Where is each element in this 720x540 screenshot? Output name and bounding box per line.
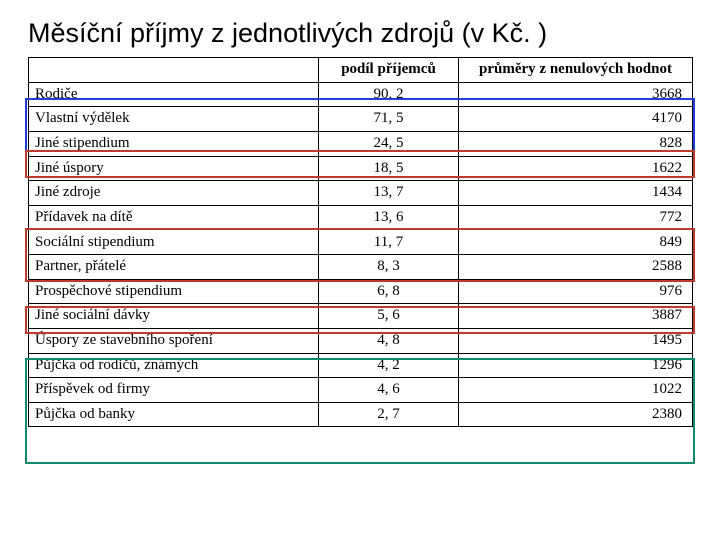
- row-label: Vlastní výdělek: [29, 107, 319, 132]
- table-row: Půjčka od rodičů, známých4, 21296: [29, 353, 693, 378]
- row-label: Partner, přátelé: [29, 255, 319, 280]
- row-share: 13, 7: [319, 181, 459, 206]
- table-row: Vlastní výdělek71, 54170: [29, 107, 693, 132]
- row-avg: 1622: [459, 156, 693, 181]
- table-row: Půjčka od banky2, 72380: [29, 402, 693, 427]
- slide-title: Měsíční příjmy z jednotlivých zdrojů (v …: [28, 18, 692, 49]
- col-header-avg: průměry z nenulových hodnot: [459, 58, 693, 83]
- row-label: Sociální stipendium: [29, 230, 319, 255]
- row-label: Příspěvek od firmy: [29, 378, 319, 403]
- row-label: Prospěchové stipendium: [29, 279, 319, 304]
- row-avg: 828: [459, 131, 693, 156]
- row-avg: 1434: [459, 181, 693, 206]
- table-row: Prospěchové stipendium6, 8976: [29, 279, 693, 304]
- row-label: Rodiče: [29, 82, 319, 107]
- row-avg: 1495: [459, 328, 693, 353]
- row-label: Jiné zdroje: [29, 181, 319, 206]
- table-row: Rodiče90, 23668: [29, 82, 693, 107]
- row-share: 6, 8: [319, 279, 459, 304]
- row-label: Jiné stipendium: [29, 131, 319, 156]
- income-table: podíl příjemců průměry z nenulových hodn…: [28, 57, 693, 427]
- table-row: Partner, přátelé8, 32588: [29, 255, 693, 280]
- row-label: Úspory ze stavebního spoření: [29, 328, 319, 353]
- table-row: Úspory ze stavebního spoření4, 81495: [29, 328, 693, 353]
- row-share: 2, 7: [319, 402, 459, 427]
- row-avg: 1296: [459, 353, 693, 378]
- table-row: Sociální stipendium11, 7849: [29, 230, 693, 255]
- row-share: 5, 6: [319, 304, 459, 329]
- col-header-empty: [29, 58, 319, 83]
- row-share: 4, 2: [319, 353, 459, 378]
- row-avg: 1022: [459, 378, 693, 403]
- row-share: 24, 5: [319, 131, 459, 156]
- row-share: 4, 8: [319, 328, 459, 353]
- col-header-share: podíl příjemců: [319, 58, 459, 83]
- row-avg: 849: [459, 230, 693, 255]
- table-container: podíl příjemců průměry z nenulových hodn…: [28, 57, 692, 427]
- row-label: Jiné sociální dávky: [29, 304, 319, 329]
- row-avg: 3668: [459, 82, 693, 107]
- row-share: 8, 3: [319, 255, 459, 280]
- table-row: Jiné zdroje13, 71434: [29, 181, 693, 206]
- row-avg: 3887: [459, 304, 693, 329]
- row-avg: 2588: [459, 255, 693, 280]
- row-label: Přídavek na dítě: [29, 205, 319, 230]
- row-avg: 976: [459, 279, 693, 304]
- row-share: 13, 6: [319, 205, 459, 230]
- row-label: Půjčka od banky: [29, 402, 319, 427]
- row-share: 18, 5: [319, 156, 459, 181]
- table-row: Jiné sociální dávky5, 63887: [29, 304, 693, 329]
- table-row: Přídavek na dítě13, 6772: [29, 205, 693, 230]
- row-label: Jiné úspory: [29, 156, 319, 181]
- row-share: 4, 6: [319, 378, 459, 403]
- row-share: 90, 2: [319, 82, 459, 107]
- table-row: Příspěvek od firmy4, 61022: [29, 378, 693, 403]
- table-row: Jiné úspory18, 51622: [29, 156, 693, 181]
- table-row: Jiné stipendium24, 5828: [29, 131, 693, 156]
- row-avg: 772: [459, 205, 693, 230]
- row-share: 11, 7: [319, 230, 459, 255]
- row-avg: 4170: [459, 107, 693, 132]
- row-share: 71, 5: [319, 107, 459, 132]
- row-avg: 2380: [459, 402, 693, 427]
- row-label: Půjčka od rodičů, známých: [29, 353, 319, 378]
